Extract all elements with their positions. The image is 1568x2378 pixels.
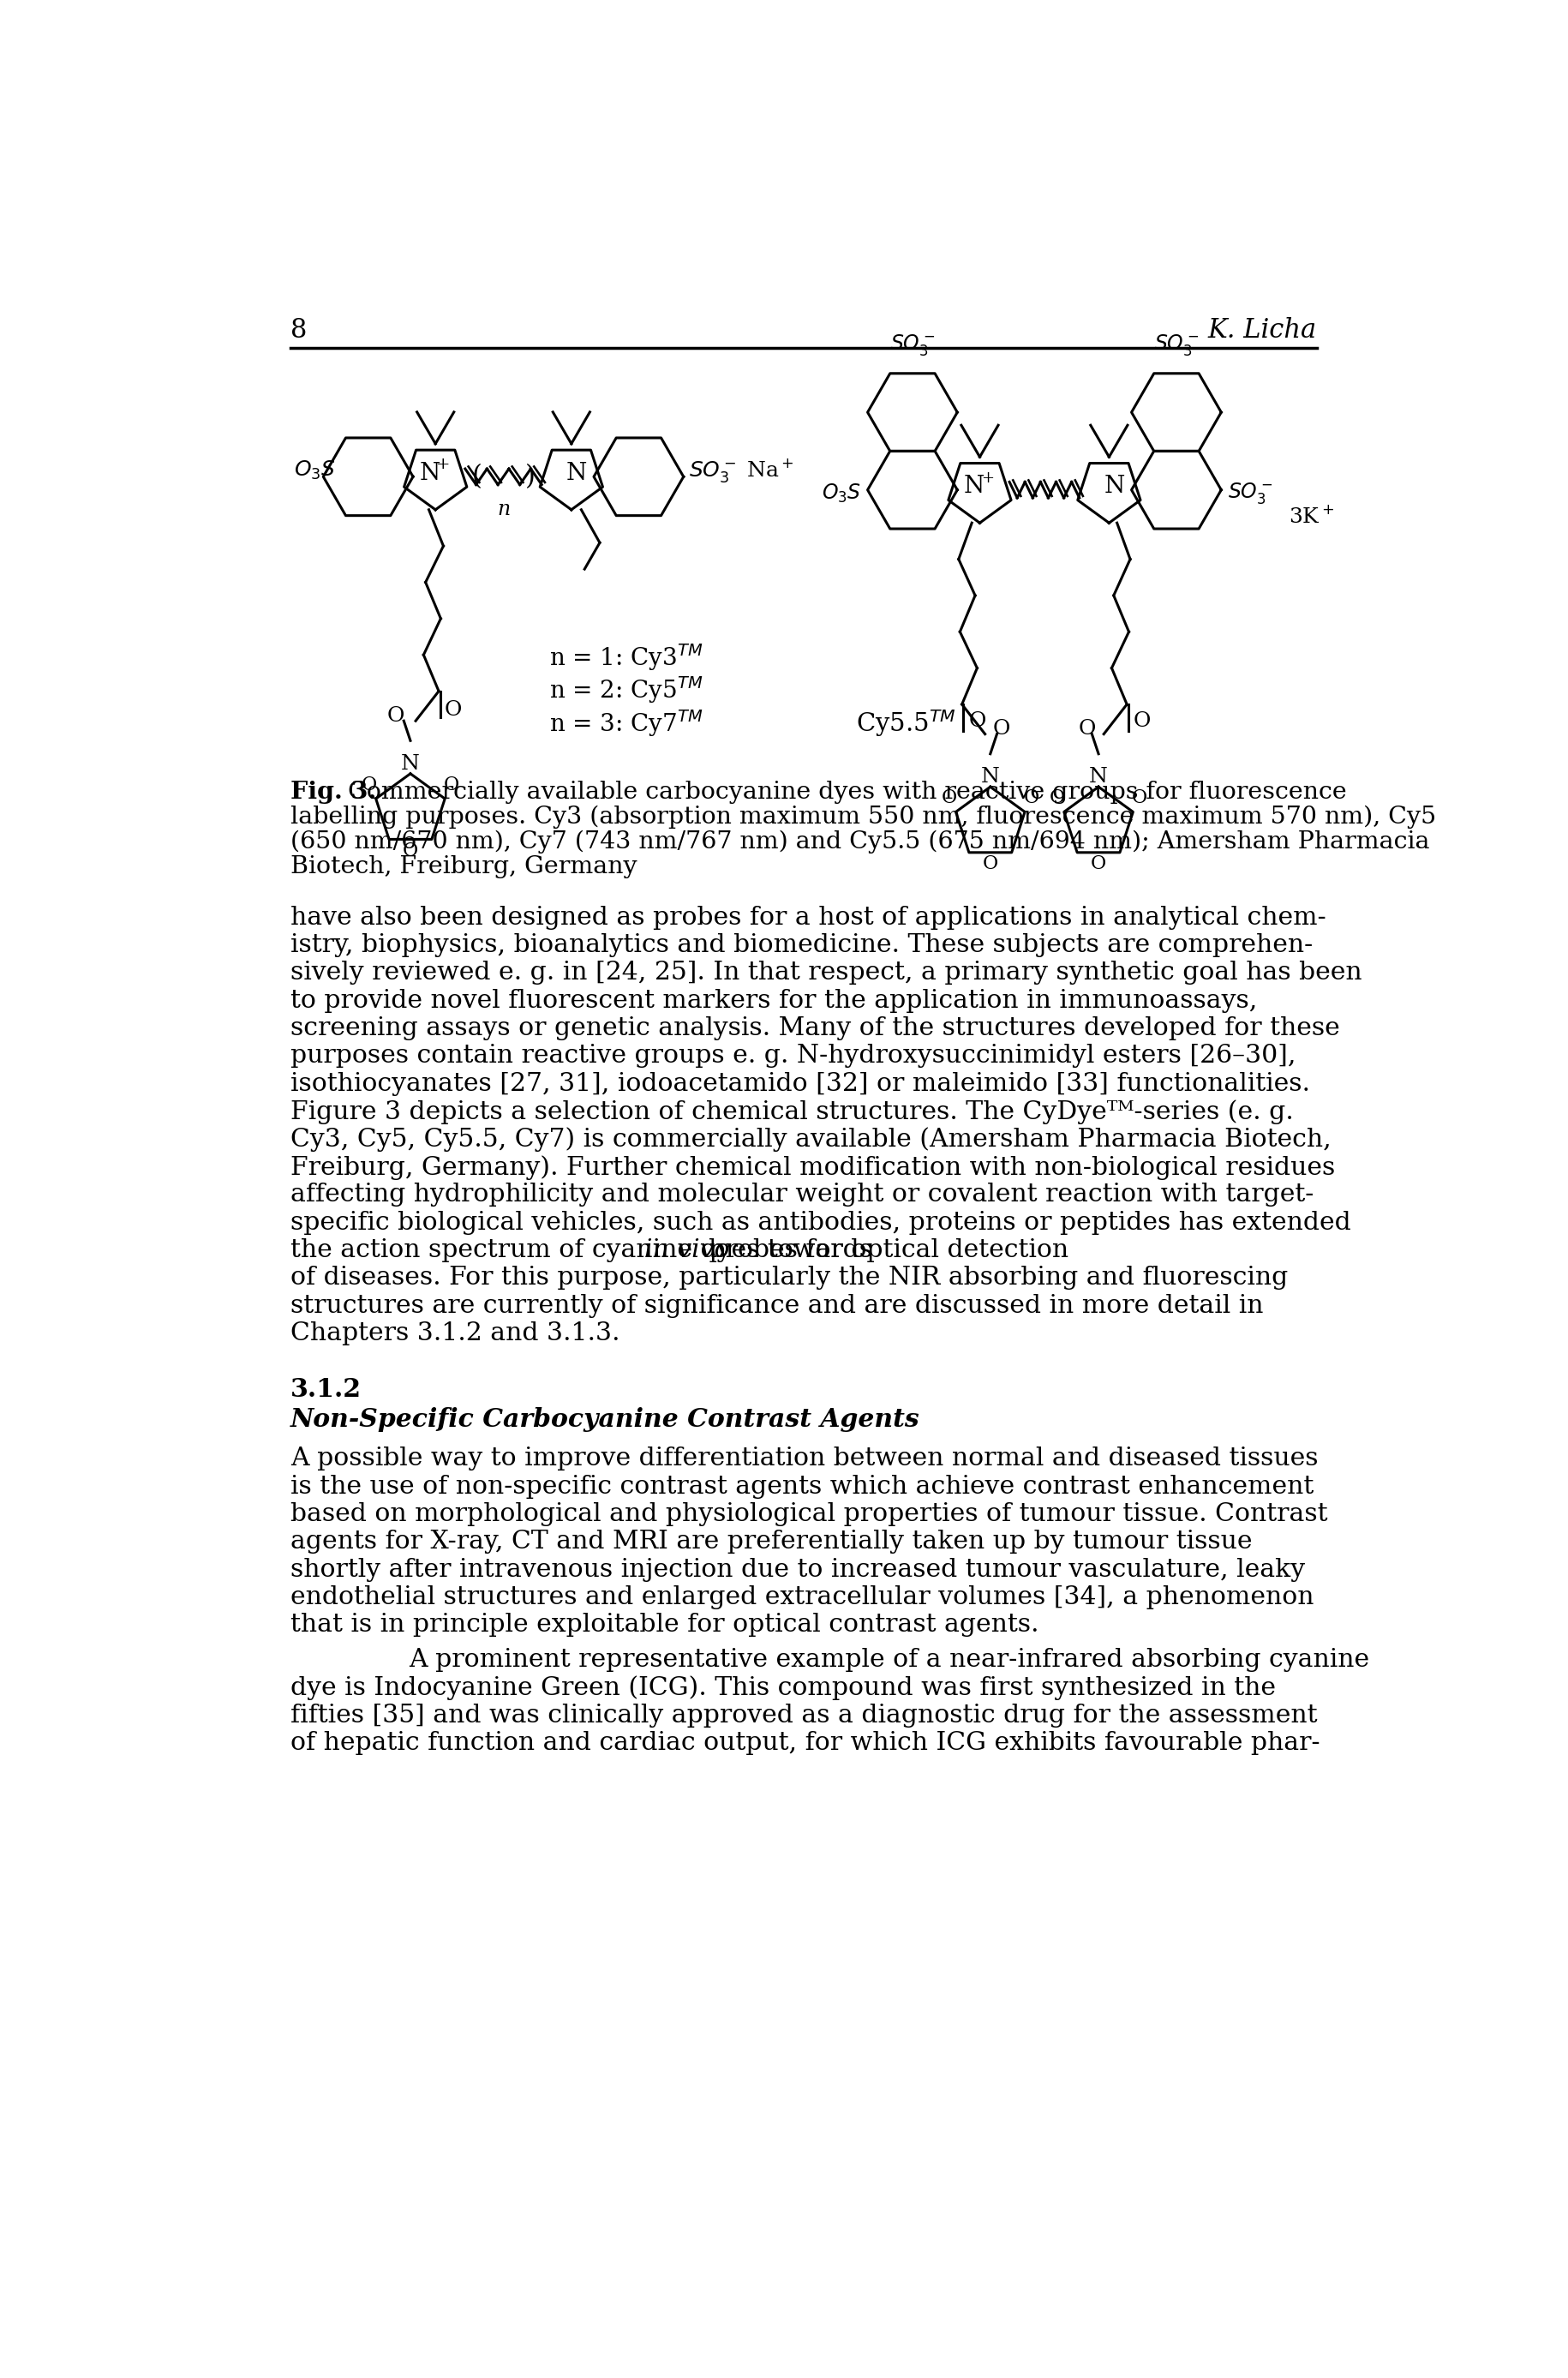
Text: O: O xyxy=(1134,711,1151,730)
Text: $O_3S$: $O_3S$ xyxy=(822,483,861,504)
Text: O: O xyxy=(942,789,956,809)
Text: O: O xyxy=(444,699,461,721)
Text: (650 nm/670 nm), Cy7 (743 nm/767 nm) and Cy5.5 (675 nm/694 nm); Amersham Pharmac: (650 nm/670 nm), Cy7 (743 nm/767 nm) and… xyxy=(290,830,1430,854)
Text: sively reviewed e. g. in [24, 25]. In that respect, a primary synthetic goal has: sively reviewed e. g. in [24, 25]. In th… xyxy=(290,961,1363,984)
Text: 8: 8 xyxy=(290,316,307,342)
Text: dye is Indocyanine Green (ICG). This compound was first synthesized in the: dye is Indocyanine Green (ICG). This com… xyxy=(290,1676,1276,1700)
Text: N: N xyxy=(566,461,586,485)
Text: specific biological vehicles, such as antibodies, proteins or peptides has exten: specific biological vehicles, such as an… xyxy=(290,1210,1352,1234)
Text: O: O xyxy=(403,842,419,861)
Text: O: O xyxy=(993,718,1010,740)
Text: K. Licha: K. Licha xyxy=(1207,316,1317,342)
Text: Biotech, Freiburg, Germany: Biotech, Freiburg, Germany xyxy=(290,856,637,877)
Text: Cy3, Cy5, Cy5.5, Cy7) is commercially available (Amersham Pharmacia Biotech,: Cy3, Cy5, Cy5.5, Cy7) is commercially av… xyxy=(290,1127,1331,1151)
Text: $SO_3^-$ Na$^+$: $SO_3^-$ Na$^+$ xyxy=(688,457,793,483)
Text: $SO_3^-$: $SO_3^-$ xyxy=(1228,480,1273,507)
Text: O: O xyxy=(1051,789,1065,809)
Text: (: ( xyxy=(472,464,481,490)
Text: n = 3: Cy7$^{TM}$: n = 3: Cy7$^{TM}$ xyxy=(550,709,704,740)
Text: Cy5.5$^{TM}$: Cy5.5$^{TM}$ xyxy=(856,709,956,740)
Text: in vivo: in vivo xyxy=(644,1239,729,1263)
Text: labelling purposes. Cy3 (absorption maximum 550 nm, fluorescence maximum 570 nm): labelling purposes. Cy3 (absorption maxi… xyxy=(290,806,1436,830)
Text: 3.1.2: 3.1.2 xyxy=(290,1377,361,1403)
Text: O: O xyxy=(1079,718,1096,740)
Text: Non-Specific Carbocyanine Contrast Agents: Non-Specific Carbocyanine Contrast Agent… xyxy=(290,1408,920,1432)
Text: affecting hydrophilicity and molecular weight or covalent reaction with target-: affecting hydrophilicity and molecular w… xyxy=(290,1182,1314,1206)
Text: to provide novel fluorescent markers for the application in immunoassays,: to provide novel fluorescent markers for… xyxy=(290,989,1258,1013)
Text: of hepatic function and cardiac output, for which ICG exhibits favourable phar-: of hepatic function and cardiac output, … xyxy=(290,1731,1320,1755)
Text: Figure 3 depicts a selection of chemical structures. The CyDyeᵀᴹ-series (e. g.: Figure 3 depicts a selection of chemical… xyxy=(290,1099,1294,1125)
Text: O: O xyxy=(362,775,378,794)
Text: O: O xyxy=(387,706,405,725)
Text: N: N xyxy=(964,476,985,497)
Text: that is in principle exploitable for optical contrast agents.: that is in principle exploitable for opt… xyxy=(290,1612,1038,1636)
Text: +: + xyxy=(436,457,450,473)
Text: have also been designed as probes for a host of applications in analytical chem-: have also been designed as probes for a … xyxy=(290,906,1327,930)
Text: +: + xyxy=(982,471,994,485)
Text: $SO_3^-$: $SO_3^-$ xyxy=(891,333,935,357)
Text: 3K$^+$: 3K$^+$ xyxy=(1289,507,1334,528)
Text: $SO_3^-$: $SO_3^-$ xyxy=(1154,333,1200,357)
Text: Commercially available carbocyanine dyes with reactive groups for fluorescence: Commercially available carbocyanine dyes… xyxy=(340,780,1347,804)
Text: N: N xyxy=(982,768,1000,787)
Text: N: N xyxy=(1104,476,1124,497)
Text: N: N xyxy=(420,461,441,485)
Text: Chapters 3.1.2 and 3.1.3.: Chapters 3.1.2 and 3.1.3. xyxy=(290,1322,619,1346)
Text: O: O xyxy=(1132,789,1148,809)
Text: purposes contain reactive groups e. g. N-hydroxysuccinimidyl esters [26–30],: purposes contain reactive groups e. g. N… xyxy=(290,1044,1295,1068)
Text: O: O xyxy=(1091,854,1107,873)
Text: istry, biophysics, bioanalytics and biomedicine. These subjects are comprehen-: istry, biophysics, bioanalytics and biom… xyxy=(290,932,1312,958)
Text: O: O xyxy=(969,711,986,730)
Text: A possible way to improve differentiation between normal and diseased tissues: A possible way to improve differentiatio… xyxy=(290,1446,1319,1470)
Text: of diseases. For this purpose, particularly the NIR absorbing and fluorescing: of diseases. For this purpose, particula… xyxy=(290,1265,1287,1289)
Text: shortly after intravenous injection due to increased tumour vasculature, leaky: shortly after intravenous injection due … xyxy=(290,1558,1305,1581)
Text: ): ) xyxy=(525,464,535,490)
Text: fifties [35] and was clinically approved as a diagnostic drug for the assessment: fifties [35] and was clinically approved… xyxy=(290,1703,1317,1726)
Text: $O_3S$: $O_3S$ xyxy=(293,459,336,480)
Text: N: N xyxy=(1090,768,1109,787)
Text: Fig. 3.: Fig. 3. xyxy=(290,780,376,804)
Text: endothelial structures and enlarged extracellular volumes [34], a phenomenon: endothelial structures and enlarged extr… xyxy=(290,1586,1314,1610)
Text: O: O xyxy=(444,775,459,794)
Text: isothiocyanates [27, 31], iodoacetamido [32] or maleimido [33] functionalities.: isothiocyanates [27, 31], iodoacetamido … xyxy=(290,1072,1309,1096)
Text: O: O xyxy=(983,854,999,873)
Text: the action spectrum of cyanine dyes towards: the action spectrum of cyanine dyes towa… xyxy=(290,1239,880,1263)
Text: is the use of non-specific contrast agents which achieve contrast enhancement: is the use of non-specific contrast agen… xyxy=(290,1474,1314,1498)
Text: A prominent representative example of a near-infrared absorbing cyanine: A prominent representative example of a … xyxy=(409,1648,1370,1672)
Text: Freiburg, Germany). Further chemical modification with non-biological residues: Freiburg, Germany). Further chemical mod… xyxy=(290,1156,1334,1179)
Text: probes for optical detection: probes for optical detection xyxy=(701,1239,1068,1263)
Text: O: O xyxy=(1024,789,1040,809)
Text: screening assays or genetic analysis. Many of the structures developed for these: screening assays or genetic analysis. Ma… xyxy=(290,1015,1339,1042)
Text: structures are currently of significance and are discussed in more detail in: structures are currently of significance… xyxy=(290,1294,1264,1317)
Text: n = 2: Cy5$^{TM}$: n = 2: Cy5$^{TM}$ xyxy=(550,675,704,706)
Text: based on morphological and physiological properties of tumour tissue. Contrast: based on morphological and physiological… xyxy=(290,1503,1328,1527)
Text: N: N xyxy=(401,754,420,773)
Text: n = 1: Cy3$^{TM}$: n = 1: Cy3$^{TM}$ xyxy=(550,642,704,673)
Text: n: n xyxy=(497,499,510,518)
Text: agents for X-ray, CT and MRI are preferentially taken up by tumour tissue: agents for X-ray, CT and MRI are prefere… xyxy=(290,1529,1253,1553)
